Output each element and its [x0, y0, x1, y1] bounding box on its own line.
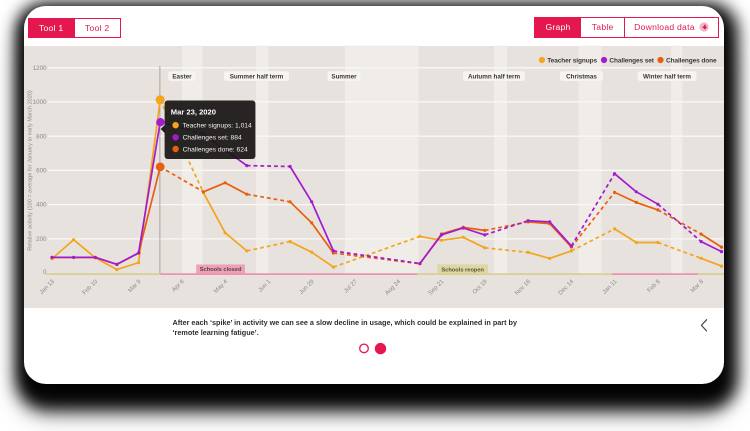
svg-text:Nov 16: Nov 16: [514, 279, 532, 297]
svg-text:Mar 8: Mar 8: [690, 279, 706, 295]
svg-text:Easter: Easter: [172, 73, 192, 80]
svg-text:Summer: Summer: [331, 73, 357, 80]
svg-text:Feb 10: Feb 10: [82, 279, 100, 297]
svg-text:Feb 8: Feb 8: [647, 279, 663, 295]
svg-text:Challenges done: 624: Challenges done: 624: [183, 146, 248, 153]
svg-text:Apr 6: Apr 6: [171, 279, 186, 294]
svg-text:Aug 24: Aug 24: [384, 279, 402, 297]
svg-text:Dec 14: Dec 14: [558, 279, 576, 297]
svg-text:200: 200: [36, 236, 47, 243]
svg-text:Challenges done: Challenges done: [666, 57, 717, 64]
svg-text:Mar 23, 2020: Mar 23, 2020: [171, 108, 216, 117]
svg-text:Winter half term: Winter half term: [643, 73, 691, 80]
svg-text:Mar 9: Mar 9: [127, 279, 143, 295]
svg-text:Christmas: Christmas: [566, 73, 597, 80]
svg-text:Summer half term: Summer half term: [230, 73, 284, 80]
svg-text:Autumn half term: Autumn half term: [468, 73, 521, 80]
svg-text:600: 600: [36, 167, 47, 174]
svg-text:1000: 1000: [33, 99, 47, 106]
svg-text:Relative activity (100 = avera: Relative activity (100 = average for Jan…: [28, 90, 34, 251]
svg-text:Oct 19: Oct 19: [472, 279, 489, 296]
svg-text:Jul 27: Jul 27: [343, 279, 359, 295]
svg-text:Schools reopen: Schools reopen: [441, 267, 484, 273]
svg-text:Jan 13: Jan 13: [39, 279, 56, 296]
svg-text:May 4: May 4: [213, 279, 229, 295]
svg-text:Teacher signups: 1,014: Teacher signups: 1,014: [183, 123, 252, 130]
svg-text:0: 0: [43, 269, 47, 276]
svg-text:Jun 29: Jun 29: [299, 279, 316, 296]
svg-text:Teacher signups: Teacher signups: [547, 57, 597, 64]
svg-text:Jan 11: Jan 11: [602, 279, 619, 296]
svg-text:Sep 21: Sep 21: [428, 279, 446, 297]
svg-text:Challenges set: 884: Challenges set: 884: [183, 135, 242, 142]
svg-text:Jun 1: Jun 1: [258, 279, 273, 294]
svg-text:1200: 1200: [33, 65, 47, 72]
svg-text:400: 400: [36, 202, 47, 209]
svg-text:Challenges set: Challenges set: [609, 57, 654, 64]
svg-text:Schools closed: Schools closed: [200, 267, 242, 273]
svg-text:800: 800: [36, 133, 47, 140]
